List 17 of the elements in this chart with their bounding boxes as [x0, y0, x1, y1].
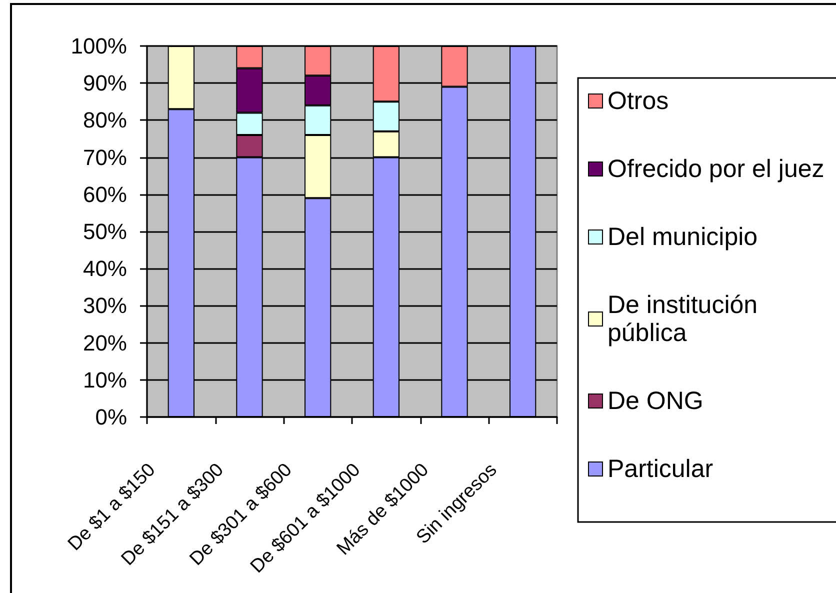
y-tick-label: 50% — [82, 219, 127, 244]
legend-label: De institución pública — [608, 291, 765, 347]
y-tick-label: 30% — [82, 293, 127, 318]
y-tick-label: 40% — [82, 256, 127, 282]
legend-label: De ONG — [608, 387, 704, 415]
y-tick-label: 10% — [82, 367, 127, 392]
legend-label: Otros — [608, 87, 669, 115]
y-tick-label: 0% — [95, 404, 127, 430]
legend-label: Ofrecido por el juez — [608, 155, 824, 183]
y-tick-label: 90% — [82, 70, 127, 96]
y-tick-label: 70% — [82, 144, 127, 170]
y-tick-label: 100% — [70, 34, 127, 58]
y-tick-label: 80% — [82, 108, 127, 133]
y-tick-label: 60% — [82, 182, 127, 207]
legend-label: Particular — [608, 455, 714, 483]
legend-label: Del municipio — [608, 223, 758, 251]
y-tick-label: 20% — [82, 330, 127, 356]
